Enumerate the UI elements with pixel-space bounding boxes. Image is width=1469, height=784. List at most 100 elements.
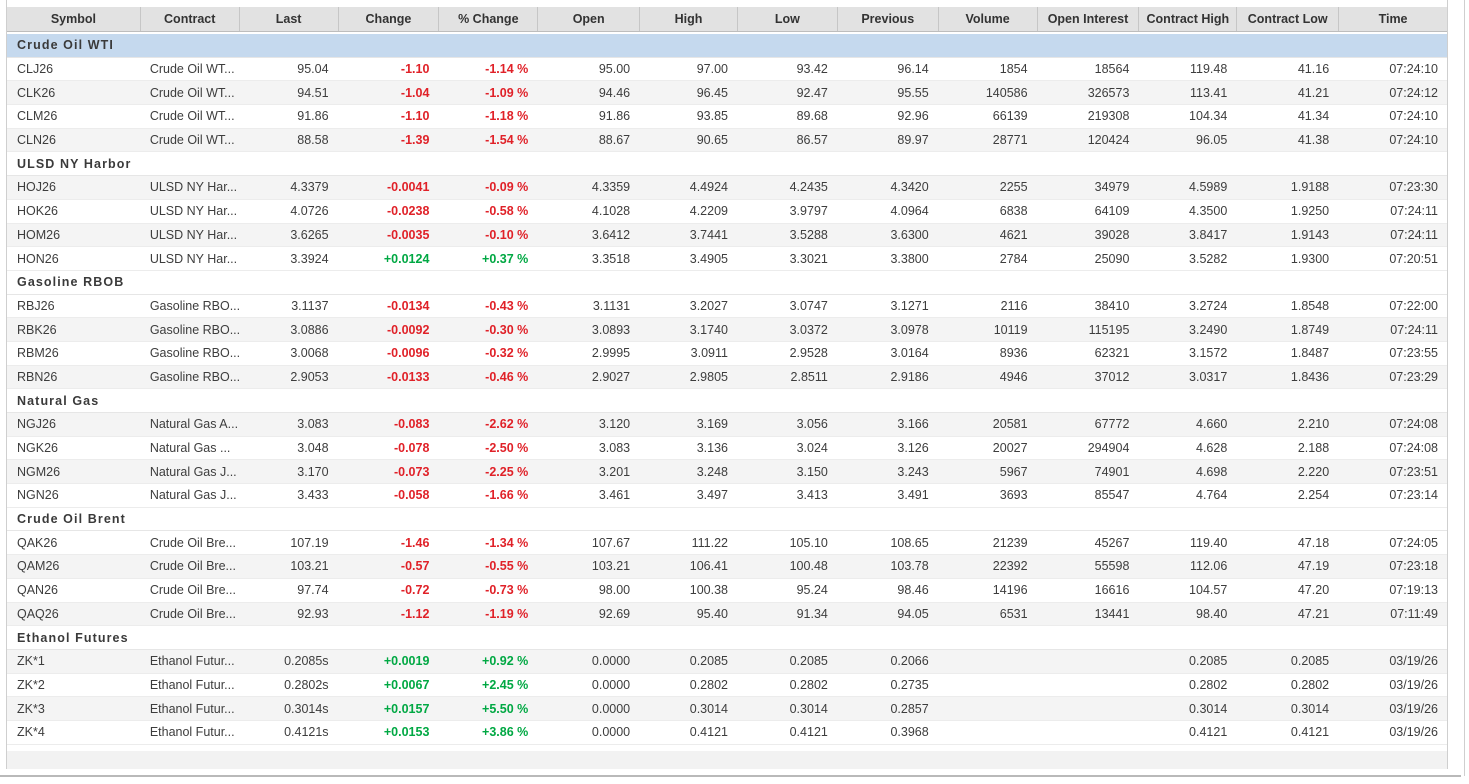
group-header-row[interactable]: Crude Oil WTI <box>7 34 1447 58</box>
group-label: ULSD NY Harbor <box>17 156 132 171</box>
table-row[interactable]: HOM26 ULSD NY Har... 3.6265 -0.0035 -0.10 % 3… <box>7 223 1447 248</box>
table-row[interactable]: NGJ26 Natural Gas A... 3.083 -0.083 -2.62 % 3… <box>7 413 1447 437</box>
table-row[interactable]: QAQ26 Crude Oil Bre... 92.93 -1.12 -1.19 % 92… <box>7 602 1447 627</box>
group-header-row[interactable]: Ethanol Futures <box>7 626 1447 650</box>
cell-contract: Gasoline RBO... <box>149 346 239 361</box>
cell-open_interest: 18564 <box>1094 62 1130 77</box>
cell-previous: 3.243 <box>897 464 929 479</box>
cell-symbol: ZK*4 <box>17 725 45 740</box>
cell-contract: ULSD NY Har... <box>149 204 238 219</box>
group-header-row[interactable]: Crude Oil Brent <box>7 507 1447 532</box>
cell-open_interest: 25090 <box>1094 251 1130 266</box>
cell-open: 95.00 <box>598 62 631 77</box>
column-header-contract_high[interactable]: Contract High <box>1138 7 1236 31</box>
table-row[interactable]: CLN26 Crude Oil WT... 88.58 -1.39 -1.54 % 88.… <box>7 128 1447 153</box>
cell-symbol: HOK26 <box>17 204 58 219</box>
cell-low: 0.2085 <box>789 654 828 669</box>
table-row[interactable]: NGM26 Natural Gas J... 3.170 -0.073 -2.25 % 3… <box>7 460 1447 485</box>
cell-high: 3.169 <box>696 417 728 432</box>
cell-change: +0.0067 <box>383 677 430 692</box>
header-gap <box>7 32 1447 34</box>
cell-open: 103.21 <box>591 559 631 574</box>
cell-open_interest: 13441 <box>1094 606 1130 621</box>
cell-symbol: ZK*3 <box>17 701 45 716</box>
cell-previous: 0.3968 <box>890 725 929 740</box>
cell-open: 88.67 <box>598 133 631 148</box>
cell-open: 0.0000 <box>591 654 631 669</box>
cell-time: 07:23:29 <box>1389 369 1438 384</box>
column-header-previous[interactable]: Previous <box>836 7 938 31</box>
table-row[interactable]: RBM26 Gasoline RBO... 3.0068 -0.0096 -0.32 %… <box>7 341 1447 366</box>
grid-body: Crude Oil WTI CLJ26 Crude Oil WT... 95.04 -1… <box>7 34 1447 745</box>
table-row[interactable]: RBJ26 Gasoline RBO... 3.1137 -0.0134 -0.43 %… <box>7 294 1447 319</box>
column-header-contract_low[interactable]: Contract Low <box>1236 7 1338 31</box>
cell-symbol: CLN26 <box>17 133 56 148</box>
cell-change: -0.0035 <box>387 227 430 242</box>
table-row[interactable]: QAK26 Crude Oil Bre... 107.19 -1.46 -1.34 % 1… <box>7 531 1447 556</box>
cell-low: 3.150 <box>796 464 828 479</box>
cell-contract: ULSD NY Har... <box>149 180 238 195</box>
cell-time: 07:23:51 <box>1389 464 1438 479</box>
table-row[interactable]: ZK*2 Ethanol Futur... 0.2802s +0.0067 +2.45 … <box>7 673 1447 698</box>
cell-pct_change: +3.86 % <box>482 725 529 740</box>
column-header-open[interactable]: Open <box>537 7 639 31</box>
table-row[interactable]: NGK26 Natural Gas ... 3.048 -0.078 -2.50 % 3.… <box>7 436 1447 461</box>
group-header-row[interactable]: Natural Gas <box>7 389 1447 413</box>
column-header-low[interactable]: Low <box>736 7 837 31</box>
cell-open: 0.0000 <box>591 677 631 692</box>
column-header-volume[interactable]: Volume <box>937 7 1037 31</box>
table-row[interactable]: RBK26 Gasoline RBO... 3.0886 -0.0092 -0.30 %… <box>7 318 1447 342</box>
cell-high: 3.248 <box>696 464 728 479</box>
horizontal-scrollbar-track[interactable] <box>0 775 1461 777</box>
cell-volume: 4946 <box>999 369 1028 384</box>
column-header-contract[interactable]: Contract <box>139 7 239 31</box>
cell-volume: 22392 <box>992 559 1028 574</box>
table-row[interactable]: HON26 ULSD NY Har... 3.3924 +0.0124 +0.37 % 3… <box>7 247 1447 271</box>
table-row[interactable]: QAM26 Crude Oil Bre... 103.21 -0.57 -0.55 % 1… <box>7 555 1447 579</box>
cell-previous: 0.2857 <box>890 701 929 716</box>
table-row[interactable]: ZK*3 Ethanol Futur... 0.3014s +0.0157 +5.50 … <box>7 697 1447 721</box>
table-row[interactable]: QAN26 Crude Oil Bre... 97.74 -0.72 -0.73 % 98… <box>7 578 1447 603</box>
column-header-change[interactable]: Change <box>337 7 439 31</box>
column-header-open_interest[interactable]: Open Interest <box>1036 7 1139 31</box>
table-row[interactable]: RBN26 Gasoline RBO... 2.9053 -0.0133 -0.46 %… <box>7 365 1447 390</box>
cell-last: 3.170 <box>297 464 329 479</box>
cell-open_interest: 39028 <box>1094 227 1130 242</box>
table-row[interactable]: HOJ26 ULSD NY Har... 4.3379 -0.0041 -0.09 % 4… <box>7 176 1447 200</box>
group-header-row[interactable]: Gasoline RBOB <box>7 270 1447 295</box>
column-header-pct_change[interactable]: % Change <box>438 7 537 31</box>
table-row[interactable]: CLK26 Crude Oil WT... 94.51 -1.04 -1.09 % 94.… <box>7 81 1447 106</box>
table-row[interactable]: ZK*4 Ethanol Futur... 0.4121s +0.0153 +3.86 … <box>7 720 1447 745</box>
cell-volume: 20027 <box>992 441 1028 456</box>
table-row[interactable]: CLM26 Crude Oil WT... 91.86 -1.10 -1.18 % 91.… <box>7 105 1447 129</box>
group-header-row[interactable]: ULSD NY Harbor <box>7 152 1447 177</box>
cell-last: 3.6265 <box>290 227 329 242</box>
cell-volume: 1854 <box>999 62 1028 77</box>
cell-time: 03/19/26 <box>1389 725 1438 740</box>
cell-contract_high: 104.34 <box>1189 109 1228 124</box>
column-header-high[interactable]: High <box>639 7 737 31</box>
cell-contract_low: 2.220 <box>1297 464 1330 479</box>
cell-open_interest: 37012 <box>1094 369 1130 384</box>
cell-symbol: CLK26 <box>17 85 56 100</box>
cell-last: 92.93 <box>297 606 329 621</box>
table-row[interactable]: ZK*1 Ethanol Futur... 0.2085s +0.0019 +0.92 … <box>7 649 1447 674</box>
cell-volume: 140586 <box>985 85 1028 100</box>
cell-volume <box>938 650 1037 673</box>
cell-contract_high: 0.4121 <box>1189 725 1228 740</box>
cell-contract_low: 1.8436 <box>1290 369 1330 384</box>
cell-low: 86.57 <box>796 133 828 148</box>
column-header-last[interactable]: Last <box>238 7 338 31</box>
cell-open: 4.3359 <box>591 180 631 195</box>
table-row[interactable]: NGN26 Natural Gas J... 3.433 -0.058 -1.66 % 3… <box>7 484 1447 508</box>
cell-volume: 14196 <box>992 583 1028 598</box>
cell-low: 105.10 <box>789 535 828 550</box>
cell-volume: 10119 <box>993 322 1028 337</box>
table-row[interactable]: HOK26 ULSD NY Har... 4.0726 -0.0238 -0.58 % 4… <box>7 199 1447 224</box>
column-header-time[interactable]: Time <box>1338 7 1447 31</box>
cell-pct_change: -1.18 % <box>485 109 529 124</box>
table-row[interactable]: CLJ26 Crude Oil WT... 95.04 -1.10 -1.14 % 95.… <box>7 57 1447 82</box>
cell-change: +0.0153 <box>383 725 430 740</box>
column-header-symbol[interactable]: Symbol <box>50 12 96 26</box>
